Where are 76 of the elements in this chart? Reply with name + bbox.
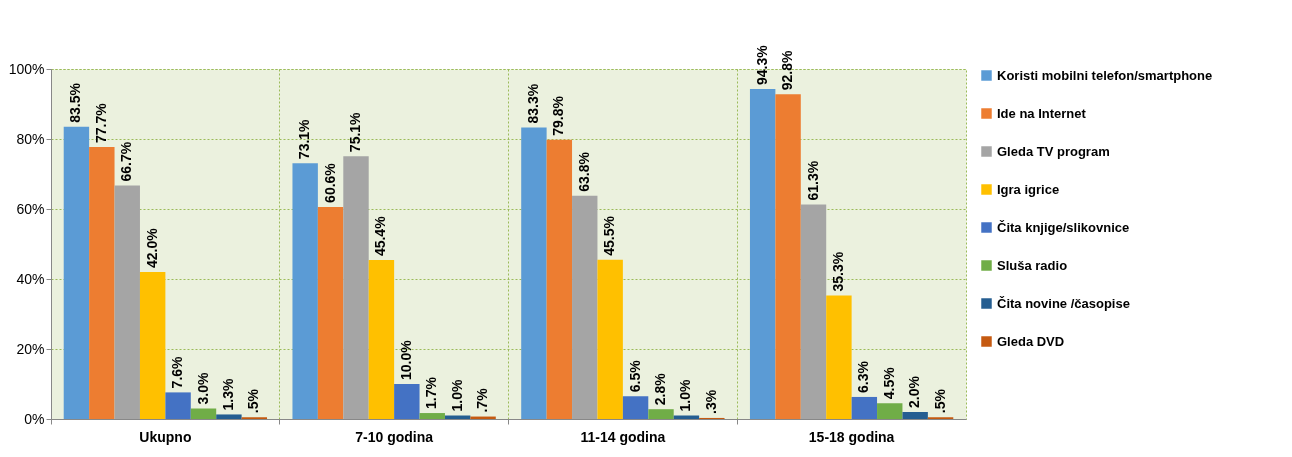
data-label: 7.6% — [169, 355, 186, 389]
data-label: 61.3% — [804, 160, 821, 201]
bar — [749, 88, 776, 419]
data-label: 42.0% — [143, 227, 160, 268]
y-tick-label: 0% — [24, 410, 45, 427]
legend-label: Čita novine /časopise — [997, 295, 1130, 311]
bar — [368, 260, 395, 419]
bar — [114, 185, 140, 419]
data-label: 6.3% — [855, 360, 872, 393]
x-tick-label: Ukupno — [139, 428, 192, 445]
data-label: 10.0% — [397, 339, 414, 380]
bar — [216, 414, 242, 419]
bar — [419, 413, 445, 419]
bar — [622, 396, 649, 419]
data-label: 1.0% — [448, 379, 465, 412]
bar — [597, 259, 623, 419]
legend-label: Ide na Internet — [997, 105, 1087, 121]
legend-label: Čita knjige/slikovnice — [997, 219, 1130, 235]
bar — [851, 396, 878, 419]
bar — [800, 204, 827, 419]
x-tick-label: 15-18 godina — [808, 428, 895, 445]
bar — [648, 409, 674, 419]
legend-label: Sluša radio — [997, 257, 1068, 273]
y-tick-label: 20% — [16, 340, 45, 357]
bar — [292, 163, 318, 419]
data-label: 92.8% — [779, 49, 796, 91]
bar — [394, 384, 420, 419]
data-label: 63.8% — [575, 151, 592, 192]
data-label: .5% — [245, 388, 262, 414]
data-label: 77.7% — [92, 102, 109, 144]
legend-label: Gleda TV program — [997, 143, 1110, 159]
data-label: 45.4% — [372, 215, 389, 257]
x-tick-label: 11-14 godina — [580, 428, 666, 445]
bar — [521, 127, 547, 419]
bar — [63, 126, 90, 419]
data-label: .7% — [474, 387, 491, 413]
data-label: 6.5% — [626, 359, 643, 393]
data-label: 60.6% — [321, 162, 338, 203]
data-label: 83.3% — [524, 83, 541, 124]
data-label: 2.8% — [652, 372, 668, 406]
bar — [546, 139, 573, 419]
bar — [165, 392, 191, 419]
data-label: 4.5% — [880, 366, 897, 400]
bar — [775, 94, 801, 419]
bar — [902, 412, 928, 419]
data-label: 66.7% — [118, 141, 135, 182]
bar — [343, 156, 369, 419]
x-tick-label: 7-10 godina — [355, 428, 434, 445]
data-label: 94.3% — [753, 44, 770, 85]
data-label: 3.0% — [194, 372, 211, 405]
bar — [572, 195, 598, 419]
legend-label: Koristi mobilni telefon/smartphone — [997, 67, 1213, 83]
data-label: 73.1% — [296, 118, 313, 160]
legend-label: Igra igrice — [997, 181, 1060, 197]
data-label: 1.3% — [219, 377, 236, 411]
data-label: 79.8% — [550, 95, 567, 136]
y-tick-label: 40% — [16, 270, 45, 287]
bar — [89, 147, 115, 419]
bar — [317, 206, 344, 419]
data-label: 1.0% — [677, 379, 694, 412]
legend-label: Gleda DVD — [997, 333, 1065, 349]
y-tick-label: 60% — [16, 200, 45, 217]
y-tick-label: 100% — [8, 60, 45, 77]
data-label: 75.1% — [347, 111, 363, 153]
y-tick-label: 80% — [16, 130, 45, 147]
data-label: 35.3% — [829, 251, 846, 292]
bar — [826, 295, 852, 419]
data-label: 83.5% — [67, 82, 84, 123]
data-label: .5% — [931, 388, 948, 414]
data-label: 2.0% — [906, 375, 923, 408]
data-label: .3% — [702, 389, 719, 414]
bar — [877, 403, 903, 419]
bar — [139, 272, 166, 419]
bar — [190, 408, 217, 419]
data-label: 45.5% — [601, 215, 618, 256]
data-label: 1.7% — [423, 376, 440, 410]
